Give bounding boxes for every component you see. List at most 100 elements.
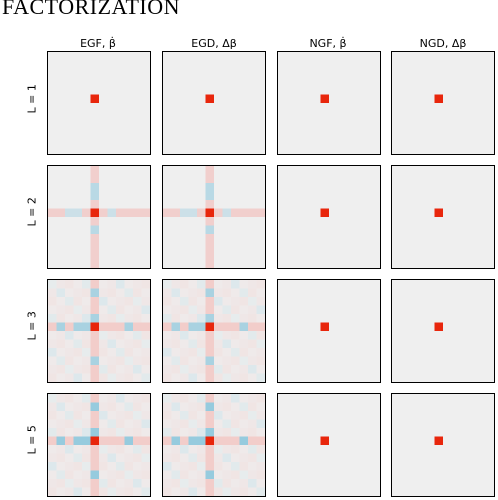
heatmap-cell [222,339,231,348]
heatmap-cell [256,348,265,357]
heatmap-cell [116,394,125,403]
heatmap-cell [90,348,99,357]
heatmap-cell [48,348,57,357]
heatmap-cell [222,419,231,428]
heatmap-cell [124,208,133,217]
heatmap-cell [56,297,65,306]
heatmap-cell [197,331,206,340]
heatmap-cell [188,436,197,445]
heatmap-cell [107,322,116,331]
heatmap-cell [133,280,142,289]
heatmap-cell [73,314,82,323]
heatmap-cell [73,402,82,411]
heatmap-cell [256,411,265,420]
heatmap-cell [239,436,248,445]
heatmap-cell [248,479,257,488]
heatmap-peak-cell [205,322,214,331]
heatmap-cell [163,436,172,445]
heatmap-cell [248,436,257,445]
heatmap-cell [90,373,99,382]
heatmap-cell [197,470,206,479]
heatmap-cell [82,280,91,289]
heatmap-cell [133,470,142,479]
heatmap-cell [180,436,189,445]
heatmap-cell [180,208,189,217]
heatmap-cell [188,348,197,357]
heatmap-cell [171,411,180,420]
heatmap-cell [116,322,125,331]
heatmap-cell [124,436,133,445]
heatmap-cell [73,419,82,428]
heatmap-cell [133,356,142,365]
heatmap-cell [256,322,265,331]
heatmap-cell [124,453,133,462]
heatmap-cell [180,305,189,314]
heatmap-cell [116,339,125,348]
heatmap-cell [239,462,248,471]
column-title-egf: EGF, β̇ [80,37,116,50]
heatmap-cell [107,411,116,420]
heatmap-cell [248,322,257,331]
heatmap-cell [180,314,189,323]
heatmap-cell [90,445,99,454]
heatmap-cell [222,479,231,488]
heatmap-cell [90,394,99,403]
heatmap-cell [188,331,197,340]
heatmap-cell [163,445,172,454]
heatmap-panel [162,165,266,269]
heatmap-cell [239,411,248,420]
heatmap-cell [116,419,125,428]
heatmap-cell [163,280,172,289]
heatmap-cell [256,419,265,428]
row-label-l3: L = 3 [25,311,39,341]
heatmap-cell [82,453,91,462]
heatmap-cell [248,208,257,217]
heatmap-cell [171,394,180,403]
heatmap-cell [99,288,108,297]
heatmap-cell [188,419,197,428]
heatmap-cell [141,453,150,462]
heatmap-cell [116,479,125,488]
heatmap-cell [82,288,91,297]
heatmap-cell [171,365,180,374]
heatmap-cell [82,348,91,357]
heatmap-cell [90,166,99,175]
heatmap-panel [162,393,266,497]
heatmap-cell [99,305,108,314]
heatmap-cell [239,445,248,454]
heatmap-cell [214,402,223,411]
heatmap-cell [188,208,197,217]
heatmap-cell [73,428,82,437]
heatmap-cell [214,314,223,323]
heatmap-cell [248,394,257,403]
heatmap-peak-cell [90,94,99,103]
heatmap-cell [56,280,65,289]
heatmap-cell [48,365,57,374]
heatmap-cell [197,428,206,437]
heatmap-cell [171,288,180,297]
heatmap-cell [231,470,240,479]
heatmap-cell [90,251,99,260]
heatmap-cell [141,373,150,382]
heatmap-cell [205,470,214,479]
heatmap-svg [434,322,443,331]
heatmap-panel [277,393,381,497]
heatmap-cell [124,356,133,365]
heatmap-cell [205,411,214,420]
heatmap-cell [214,208,223,217]
heatmap-cell [256,280,265,289]
heatmap-cell [205,234,214,243]
heatmap-cell [73,339,82,348]
heatmap-cell [73,208,82,217]
heatmap-cell [73,356,82,365]
heatmap-peak-cell [90,208,99,217]
heatmap-cell [116,365,125,374]
heatmap-cell [231,373,240,382]
heatmap-cell [90,487,99,496]
heatmap-cell [163,487,172,496]
heatmap-cell [73,331,82,340]
heatmap-cell [56,322,65,331]
heatmap-cell [124,288,133,297]
heatmap-cell [82,428,91,437]
heatmap-cell [133,305,142,314]
